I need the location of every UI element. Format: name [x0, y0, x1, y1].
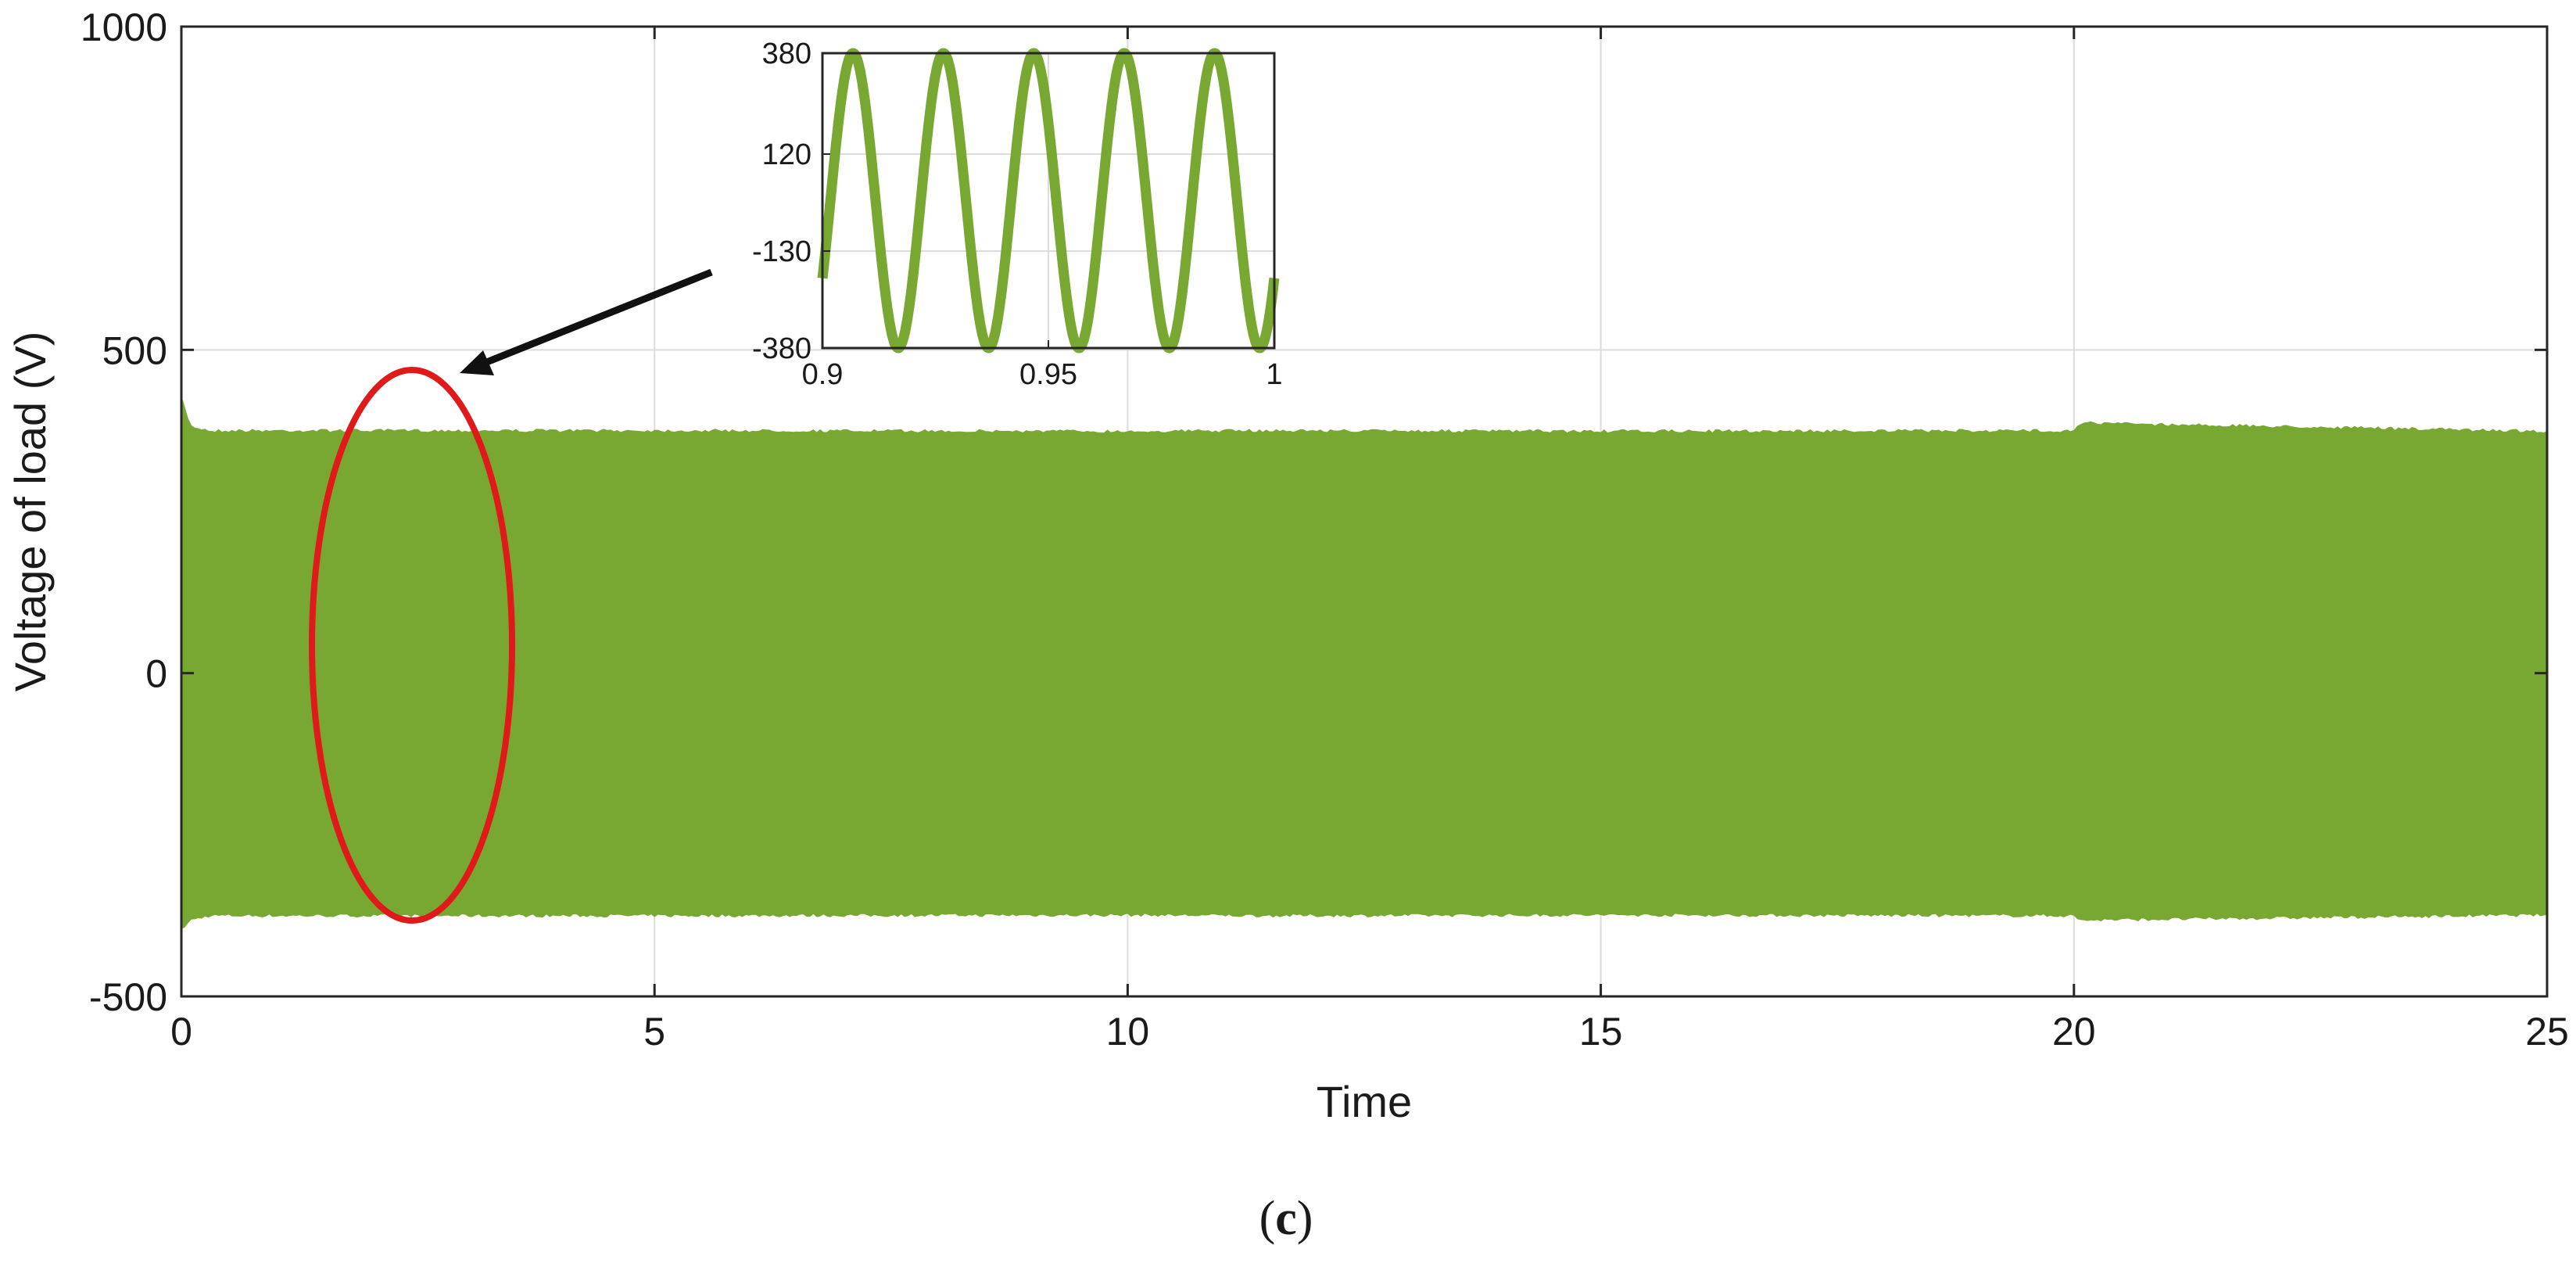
main-y-tick-label: -500	[89, 975, 167, 1019]
main-x-tick-label: 10	[1106, 1010, 1150, 1053]
x-axis-label: Time	[1317, 1077, 1412, 1126]
main-x-tick-label: 25	[2525, 1010, 2569, 1053]
inset-x-tick-label: 0.95	[1019, 358, 1077, 391]
main-y-tick-label: 500	[102, 328, 167, 372]
inset-plot: 0.9 0.95 1 380 120 -130 -380	[752, 38, 1283, 391]
panel-label-open: (	[1259, 1192, 1276, 1245]
panel-label-close: )	[1297, 1192, 1313, 1245]
main-plot-frame	[180, 25, 2549, 998]
arrow-head	[460, 350, 494, 375]
annotation-arrow	[460, 268, 713, 375]
inset-y-tick-label: 380	[762, 38, 811, 70]
inset-y-tick-label: -130	[752, 235, 811, 268]
inset-y-tick-label: 120	[762, 138, 811, 171]
inset-x-tick-label: 1	[1266, 358, 1282, 391]
highlight-ellipse	[309, 367, 515, 924]
inset-y-tick-label: -380	[752, 332, 811, 365]
main-x-tick-label: 20	[2052, 1010, 2096, 1053]
main-y-tick-label: 0	[145, 652, 167, 696]
inset-x-tick-label: 0.9	[802, 358, 844, 391]
main-series-envelope	[181, 395, 2547, 929]
main-x-tick-label: 5	[643, 1010, 665, 1053]
arrow-shaft	[483, 268, 713, 367]
main-y-tick-label: 1000	[81, 5, 167, 49]
y-axis-label: Voltage of load (V)	[5, 332, 55, 692]
main-x-tick-label: 0	[170, 1010, 192, 1053]
panel-label-letter: c	[1275, 1192, 1297, 1245]
inset-ticks: 0.9 0.95 1 380 120 -130 -380	[752, 38, 1283, 391]
panel-label: (c)	[1259, 1192, 1313, 1245]
main-x-tick-label: 15	[1579, 1010, 1623, 1053]
